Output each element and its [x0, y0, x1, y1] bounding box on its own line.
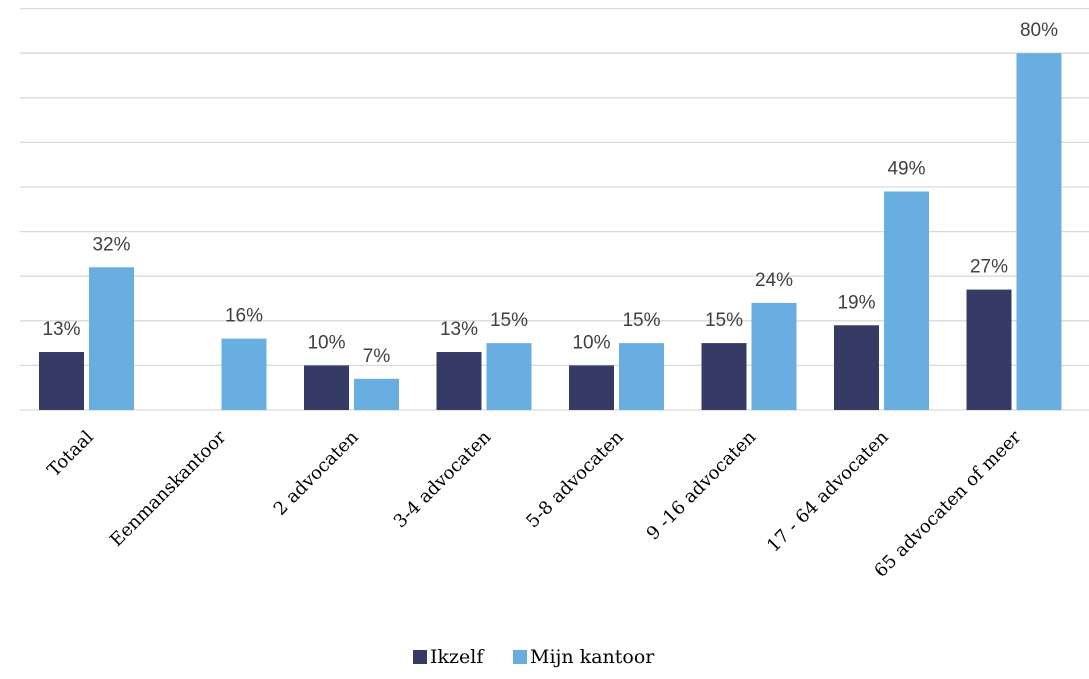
category-labels: Totaal Eenmanskantoor 2 advocaten 3-4 advoc…	[43, 426, 1025, 581]
data-label: 49%	[887, 158, 925, 179]
category-label: Eenmanskantoor	[106, 426, 231, 551]
bar-ikzelf-7	[966, 289, 1012, 410]
bar-mijn-kantoor-1	[221, 338, 267, 410]
bar-ikzelf-4	[569, 365, 614, 410]
legend-swatch	[413, 650, 427, 664]
legend-label: Ikzelf	[430, 646, 485, 668]
data-label: 10%	[307, 332, 345, 353]
bar-mijn-kantoor-3	[486, 343, 532, 410]
bar-mijn-kantoor-0	[89, 267, 134, 410]
data-label: 13%	[440, 319, 478, 340]
data-label: 10%	[572, 332, 610, 353]
data-label: 19%	[837, 292, 875, 313]
bar-ikzelf-0	[39, 352, 84, 410]
bar-ikzelf-5	[701, 343, 747, 410]
category-label: 3-4 advocaten	[390, 426, 496, 532]
legend-label: Mijn kantoor	[530, 646, 655, 668]
category-label: 65 advocaten of meer	[870, 426, 1025, 581]
legend: Ikzelf Mijn kantoor	[413, 646, 655, 668]
legend-swatch	[513, 650, 527, 664]
data-label: 13%	[42, 319, 80, 340]
bar-mijn-kantoor-6	[884, 191, 929, 410]
bar-ikzelf-3	[436, 352, 482, 410]
data-label: 16%	[225, 306, 263, 327]
bar-mijn-kantoor-5	[751, 302, 797, 410]
category-label: 9 -16 advocaten	[643, 426, 761, 544]
bars	[39, 53, 1062, 410]
data-label: 32%	[92, 234, 130, 255]
data-label: 24%	[755, 270, 793, 291]
category-label: 17 - 64 advocaten	[763, 426, 893, 556]
bar-mijn-kantoor-4	[619, 343, 664, 410]
data-label: 15%	[622, 310, 660, 331]
data-label: 80%	[1020, 20, 1058, 41]
gridlines	[20, 7, 1089, 411]
data-label: 15%	[490, 310, 528, 331]
category-label: 5-8 advocaten	[522, 426, 628, 532]
bar-ikzelf-2	[304, 365, 349, 410]
bar-ikzelf-6	[834, 325, 879, 410]
category-label: Totaal	[43, 427, 98, 482]
bar-mijn-kantoor-7	[1016, 53, 1062, 410]
data-label: 27%	[970, 257, 1008, 278]
value-labels: 13% 32% 16% 10% 7% 13% 15% 10% 15% 15% 24% 19% 49% 27…	[42, 20, 1058, 367]
category-label: 2 advocaten	[270, 426, 363, 519]
data-label: 15%	[705, 310, 743, 331]
data-label: 7%	[363, 346, 391, 367]
bar-mijn-kantoor-2	[354, 378, 399, 410]
